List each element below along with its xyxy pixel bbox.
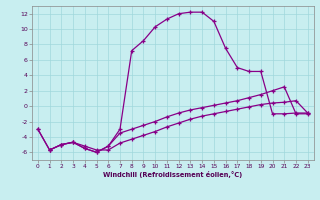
- X-axis label: Windchill (Refroidissement éolien,°C): Windchill (Refroidissement éolien,°C): [103, 171, 243, 178]
